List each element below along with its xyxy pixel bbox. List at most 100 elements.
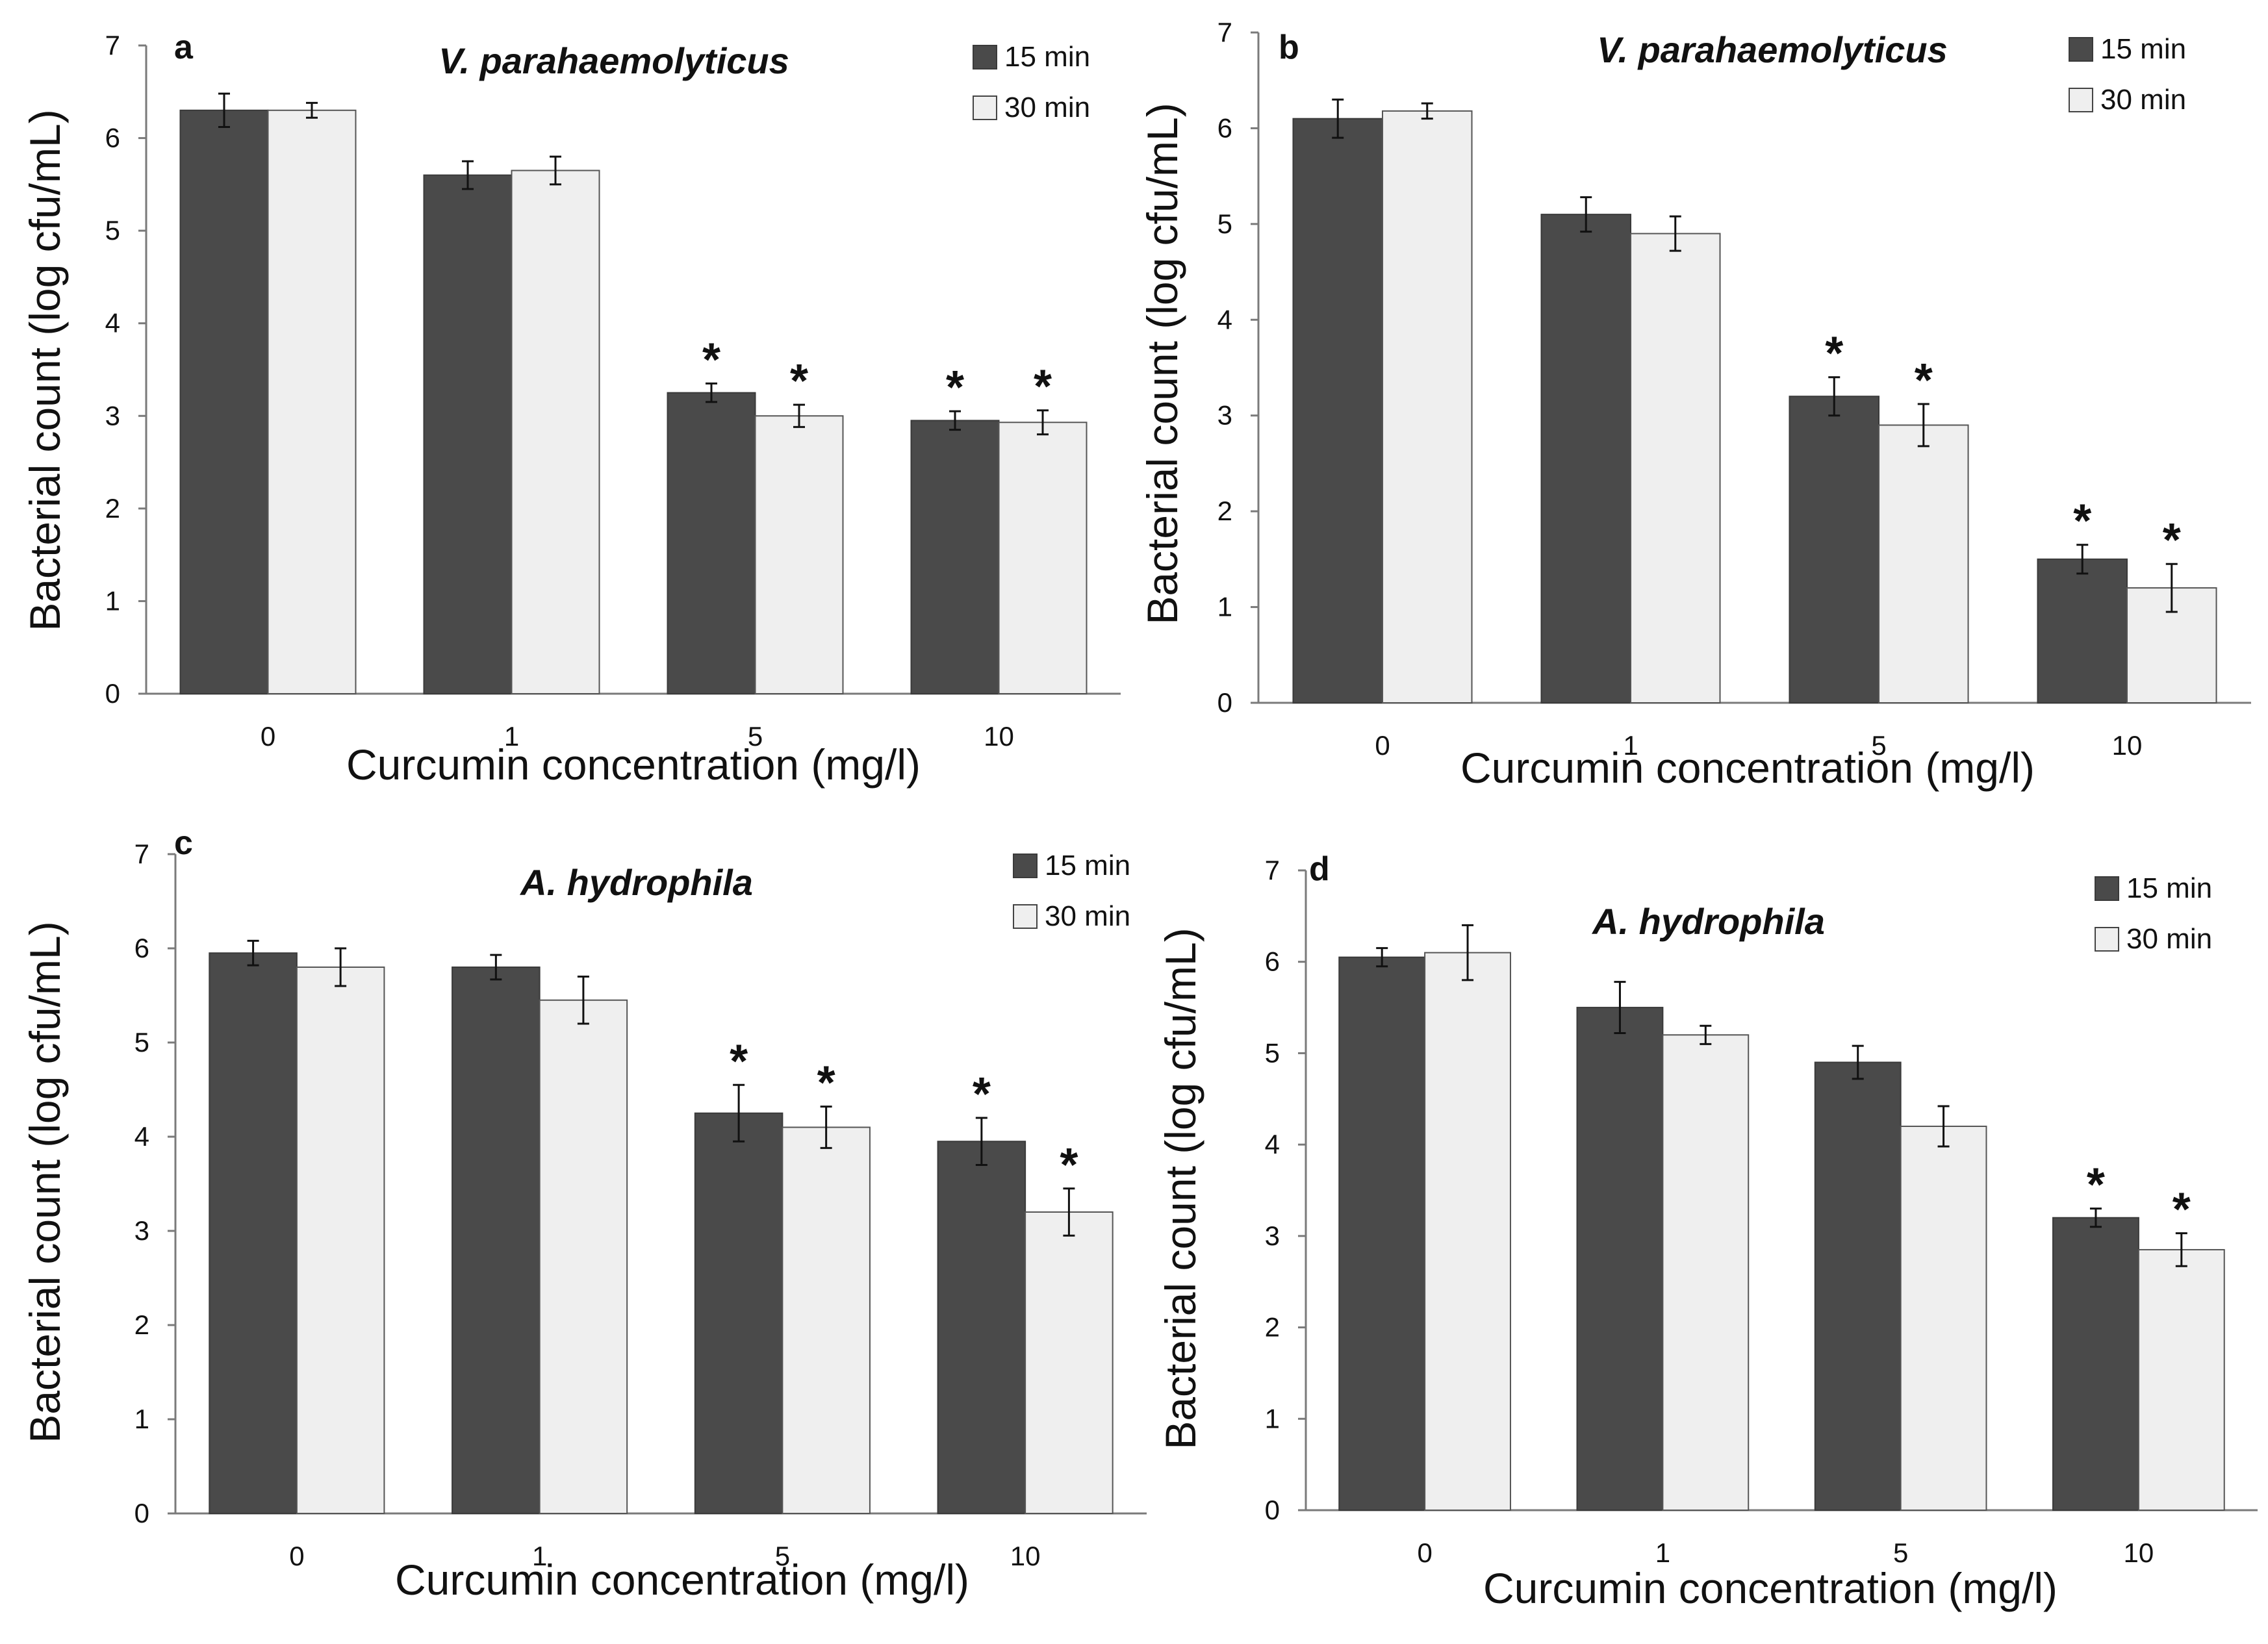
x-axis-label: Curcumin concentration (mg/l) [395, 1556, 969, 1604]
y-axis-label: Bacterial count (log cfu/mL) [21, 109, 69, 631]
y-axis-label: Bacterial count (log cfu/mL) [1156, 928, 1204, 1449]
legend-swatch [2095, 927, 2119, 952]
x-tick-label: 5 [775, 1541, 790, 1571]
bar [423, 174, 513, 695]
x-tick-label: 10 [2124, 1537, 2154, 1568]
bar [1025, 1211, 1114, 1514]
bar [1789, 396, 1879, 703]
y-tick-label: 3 [105, 400, 120, 431]
bar [1662, 1034, 1750, 1511]
panel-letter: b [1279, 29, 1299, 66]
y-tick-label: 4 [1265, 1129, 1280, 1159]
x-axis-label: Curcumin concentration (mg/l) [346, 740, 921, 789]
y-tick-label: 6 [134, 933, 149, 963]
bar [694, 1112, 784, 1514]
significance-asterisk: * [973, 1069, 991, 1120]
legend-swatch [1013, 854, 1038, 878]
x-tick-label: 1 [532, 1541, 547, 1571]
bar [1878, 424, 1969, 703]
x-tick-label: 1 [1655, 1537, 1670, 1568]
x-tick-label: 0 [1417, 1537, 1432, 1568]
legend-swatch [2069, 88, 2093, 112]
bar [511, 170, 600, 694]
y-tick-label: 5 [1265, 1037, 1280, 1068]
y-tick-label: 1 [134, 1404, 149, 1434]
bar [209, 952, 298, 1514]
significance-asterisk: * [1915, 355, 1933, 407]
y-tick-label: 2 [1217, 496, 1232, 526]
x-tick-label: 5 [1893, 1537, 1908, 1568]
y-tick-label: 3 [1217, 400, 1232, 431]
significance-asterisk: * [2073, 496, 2091, 548]
x-tick-label: 10 [1010, 1541, 1041, 1571]
significance-asterisk: * [702, 334, 720, 386]
significance-asterisk: * [790, 355, 808, 407]
significance-asterisk: * [817, 1057, 835, 1109]
x-tick-label: 0 [1375, 730, 1390, 761]
x-tick-label: 1 [1623, 730, 1638, 761]
y-tick-label: 6 [1265, 946, 1280, 977]
bar [667, 392, 756, 695]
chart-title: V. parahaemolyticus [1597, 29, 1948, 70]
y-tick-label: 2 [1265, 1312, 1280, 1343]
legend-label: 15 min [2126, 872, 2212, 904]
x-tick-label: 0 [289, 1541, 304, 1571]
bar [1540, 214, 1631, 704]
chart-title: A. hydrophila [1591, 901, 1825, 942]
panel-letter: c [174, 824, 193, 862]
significance-asterisk: * [1825, 328, 1843, 380]
bar [179, 109, 269, 695]
bar [296, 967, 385, 1514]
legend-label: 30 min [2100, 84, 2186, 116]
y-tick-label: 0 [134, 1498, 149, 1528]
y-tick-label: 2 [105, 493, 120, 524]
y-tick-label: 4 [1217, 304, 1232, 335]
significance-asterisk: * [1034, 361, 1052, 413]
legend-label: 15 min [2100, 33, 2186, 65]
y-tick-label: 0 [105, 678, 120, 709]
y-axis-label: Bacterial count (log cfu/mL) [21, 921, 69, 1443]
x-axis-label: Curcumin concentration (mg/l) [1460, 744, 2035, 792]
x-tick-label: 0 [261, 721, 275, 752]
legend-swatch [2069, 37, 2093, 62]
bar [998, 422, 1088, 694]
chart-title: V. parahaemolyticus [439, 40, 789, 81]
bar [1630, 233, 1721, 704]
y-tick-label: 0 [1265, 1495, 1280, 1525]
x-tick-label: 10 [2112, 730, 2143, 761]
bar [2137, 1248, 2225, 1511]
significance-asterisk: * [730, 1035, 748, 1087]
legend-swatch [973, 95, 997, 120]
y-tick-label: 3 [1265, 1220, 1280, 1251]
legend-label: 30 min [1004, 92, 1090, 123]
bar [754, 415, 844, 694]
legend-swatch [1013, 904, 1038, 929]
y-axis-label: Bacterial count (log cfu/mL) [1138, 103, 1186, 624]
y-tick-label: 5 [134, 1027, 149, 1057]
bar [1382, 110, 1473, 704]
bar [1576, 1007, 1664, 1511]
bar [1424, 952, 1511, 1511]
significance-asterisk: * [2163, 514, 2181, 566]
y-tick-label: 6 [1217, 112, 1232, 143]
y-tick-label: 6 [105, 123, 120, 153]
x-tick-label: 10 [984, 721, 1014, 752]
bar [937, 1141, 1026, 1514]
y-tick-label: 4 [105, 308, 120, 338]
y-tick-label: 0 [1217, 687, 1232, 718]
y-tick-label: 2 [134, 1309, 149, 1340]
chart-title: A. hydrophila [519, 862, 753, 903]
panel-letter: a [174, 29, 194, 66]
y-tick-label: 7 [105, 30, 120, 60]
significance-asterisk: * [1060, 1139, 1078, 1191]
y-tick-label: 3 [134, 1215, 149, 1246]
bar [2037, 558, 2128, 703]
x-tick-label: 5 [748, 721, 763, 752]
bar [1338, 956, 1426, 1511]
y-tick-label: 7 [1217, 17, 1232, 47]
legend-label: 30 min [2126, 923, 2212, 955]
bar [539, 999, 628, 1514]
bar [910, 420, 1000, 695]
y-tick-label: 5 [1217, 209, 1232, 239]
